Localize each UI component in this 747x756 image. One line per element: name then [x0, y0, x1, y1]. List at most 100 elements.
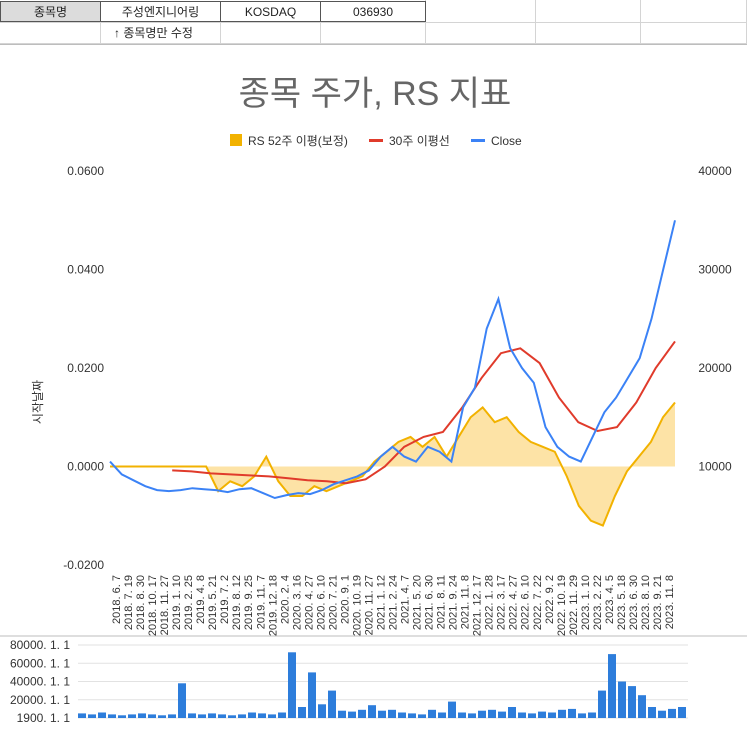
grid-line — [320, 22, 321, 44]
volume-bar — [428, 709, 436, 718]
x-tick-label: 2018. 11. 27 — [159, 575, 171, 635]
legend-swatch-ma — [369, 139, 383, 142]
x-tick-label: 2023. 11. 8 — [664, 575, 676, 629]
volume-bar — [498, 711, 506, 718]
stock-name-cell[interactable]: 주성엔지니어링 — [101, 1, 221, 22]
x-tick-label: 2021. 9. 24 — [448, 575, 460, 630]
x-tick-label: 2021. 1. 12 — [375, 575, 387, 630]
x-tick-label: 2021. 11. 8 — [460, 575, 472, 629]
x-tick-label: 2021. 2. 24 — [388, 575, 400, 630]
y-left-tick-label: 0.0200 — [67, 361, 104, 375]
volume-bar — [548, 712, 556, 718]
x-tick-label: 2021. 5. 20 — [412, 575, 424, 630]
legend-swatch-rs — [230, 134, 242, 146]
volume-bar — [248, 712, 256, 718]
x-tick-label: 2022. 1. 28 — [484, 575, 496, 630]
x-tick-label: 2021. 12. 17 — [472, 575, 484, 636]
x-tick-label: 2019. 5. 21 — [207, 575, 219, 630]
volume-bar — [588, 712, 596, 718]
volume-bar — [378, 710, 386, 718]
y-right-tick-label: 30000 — [698, 263, 732, 277]
volume-bar — [168, 714, 176, 718]
grid-line — [640, 0, 641, 44]
y-left-tick-label: 0.0400 — [67, 263, 104, 277]
ma30-line — [172, 340, 676, 485]
x-tick-label: 2021. 6. 30 — [424, 575, 436, 630]
edit-hint-text: ↑ 종목명만 수정 — [114, 26, 193, 40]
x-tick-label: 2022. 10. 19 — [556, 575, 568, 636]
volume-bar — [638, 695, 646, 718]
volume-tick-label: 1900. 1. 1 — [17, 711, 71, 725]
volume-bar — [608, 654, 616, 718]
x-tick-label: 2020. 7. 21 — [327, 575, 339, 630]
volume-bar — [358, 709, 366, 718]
volume-bar — [558, 709, 566, 718]
y-right-tick-label: 20000 — [698, 361, 732, 375]
volume-bar — [258, 713, 266, 718]
volume-bar — [388, 709, 396, 718]
volume-bar — [128, 714, 136, 718]
market-cell[interactable]: KOSDAQ — [221, 1, 321, 22]
volume-tick-label: 40000. 1. 1 — [10, 675, 70, 689]
grid-line — [535, 0, 536, 44]
legend-label-close: Close — [491, 134, 522, 148]
volume-bar — [298, 707, 306, 718]
legend: RS 52주 이평(보정) 30주 이평선 Close — [230, 134, 522, 148]
volume-bar — [438, 712, 446, 718]
x-tick-label: 2022. 9. 2 — [544, 575, 556, 624]
grid-line — [0, 22, 747, 23]
stock-label-cell[interactable]: 종목명 — [0, 1, 101, 22]
volume-bar — [418, 714, 426, 718]
volume-bar — [528, 713, 536, 718]
volume-bar — [278, 712, 286, 718]
volume-bar — [488, 709, 496, 718]
grid-line — [100, 22, 101, 44]
volume-bar — [118, 715, 126, 718]
x-tick-label: 2018. 8. 30 — [135, 575, 147, 630]
volume-bar — [668, 708, 676, 718]
rs-area-fill — [110, 402, 675, 526]
volume-bar — [468, 713, 476, 718]
stock-code-cell[interactable]: 036930 — [321, 1, 426, 22]
grid-line — [220, 22, 221, 44]
volume-bar — [508, 707, 516, 718]
volume-bar — [448, 701, 456, 718]
volume-bar — [618, 681, 626, 718]
x-tick-label: 2021. 8. 11 — [436, 575, 448, 629]
stock-rs-chart: 종목 주가, RS 지표 RS 52주 이평(보정) 30주 이평선 Close… — [0, 75, 747, 725]
x-tick-label: 2023. 6. 30 — [628, 575, 640, 630]
x-tick-label: 2023. 9. 21 — [652, 575, 664, 630]
volume-tick-label: 20000. 1. 1 — [10, 693, 70, 707]
volume-bar — [328, 690, 336, 718]
plot-layer: 0.0600 0.0400 0.0200 0.0000 -0.0200 40000 3000… — [63, 164, 732, 636]
volume-bar — [368, 705, 376, 718]
y-left-tick-label: -0.0200 — [63, 558, 104, 572]
y-right-tick-label: 40000 — [698, 164, 732, 178]
x-tick-label: 2020. 2. 4 — [279, 575, 291, 624]
x-tick-label: 2020. 11. 27 — [363, 575, 375, 635]
volume-bar — [88, 714, 96, 718]
volume-bar — [458, 712, 466, 718]
chart-frame[interactable]: 종목 주가, RS 지표 RS 52주 이평(보정) 30주 이평선 Close… — [0, 44, 747, 756]
legend-swatch-close — [471, 139, 485, 142]
volume-bar — [648, 707, 656, 718]
volume-bar — [658, 710, 666, 718]
volume-bar — [308, 672, 316, 718]
volume-panel: 80000. 1. 1 60000. 1. 1 40000. 1. 1 20000. … — [10, 638, 688, 725]
x-tick-label: 2019. 9. 25 — [243, 575, 255, 630]
volume-bar — [78, 713, 86, 718]
x-tick-label: 2020. 6. 10 — [315, 575, 327, 630]
x-tick-label: 2018. 10. 17 — [147, 575, 159, 636]
volume-tick-label: 60000. 1. 1 — [10, 656, 70, 670]
x-tick-label: 2023. 1. 10 — [580, 575, 592, 630]
x-tick-label: 2022. 11. 29 — [568, 575, 580, 635]
volume-bar — [628, 686, 636, 718]
x-tick-label: 2019. 12. 18 — [267, 575, 279, 636]
x-tick-label: 2019. 8. 12 — [231, 575, 243, 630]
volume-bar — [228, 715, 236, 718]
y-left-tick-label: 0.0600 — [67, 164, 104, 178]
volume-bar — [268, 714, 276, 718]
volume-bar — [318, 704, 326, 718]
y-right-tick-label: 10000 — [698, 460, 732, 474]
y-axis-label: 시작날짜 — [31, 380, 45, 424]
